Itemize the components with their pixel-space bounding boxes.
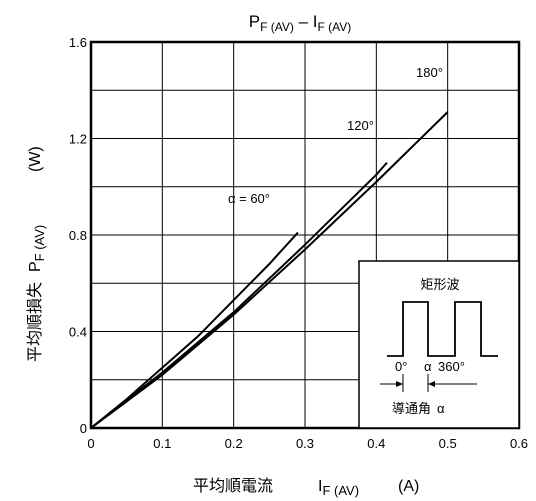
x-tick-labels: 0 0.1 0.2 0.3 0.4 0.5 0.6 xyxy=(87,436,528,451)
inset-waveform: 矩形波 0° α 360° 導通角 α xyxy=(358,260,520,429)
y-axis-label: 平均順損失PF (AV)(W) xyxy=(26,146,47,362)
y-tick-label-1: 0.4 xyxy=(69,325,87,340)
chart-title: PF (AV) – IF (AV) xyxy=(249,12,352,34)
inset-box xyxy=(358,260,520,429)
inset-label-360: 360° xyxy=(438,359,465,374)
y-tick-labels: 0 0.4 0.8 1.2 1.6 xyxy=(69,35,87,436)
x-tick-label-0: 0 xyxy=(87,436,94,451)
x-tick-label-5: 0.5 xyxy=(439,436,457,451)
x-tick-label-2: 0.2 xyxy=(225,436,243,451)
inset-arrow-right-head xyxy=(428,381,435,387)
x-tick-label-3: 0.3 xyxy=(296,436,314,451)
inset-wave xyxy=(387,301,498,357)
series-line-1 xyxy=(90,161,388,429)
y-tick-label-0: 0 xyxy=(80,421,87,436)
inset-arrow-left-head xyxy=(396,381,403,387)
series-label-180: 180° xyxy=(416,65,443,80)
series-line-2 xyxy=(90,111,449,429)
inset-label-alpha: α xyxy=(424,359,432,374)
inset-caption: 導通角 α xyxy=(392,401,445,416)
x-tick-label-4: 0.4 xyxy=(367,436,385,451)
series-label-60: α = 60° xyxy=(228,191,270,206)
series-label-120: 120° xyxy=(347,118,374,133)
plot-frame xyxy=(89,40,521,430)
inset-title: 矩形波 xyxy=(420,277,459,292)
y-tick-label-2: 0.8 xyxy=(69,228,87,243)
grid xyxy=(91,42,519,428)
series-group xyxy=(90,111,449,429)
x-tick-label-6: 0.6 xyxy=(510,436,528,451)
y-tick-label-4: 1.6 xyxy=(69,35,87,50)
y-tick-label-3: 1.2 xyxy=(69,132,87,147)
series-line-0 xyxy=(90,231,299,429)
x-axis-label: 平均順電流 IF (AV) (A) xyxy=(193,477,419,498)
x-tick-label-1: 0.1 xyxy=(153,436,171,451)
inset-label-zero: 0° xyxy=(395,359,407,374)
